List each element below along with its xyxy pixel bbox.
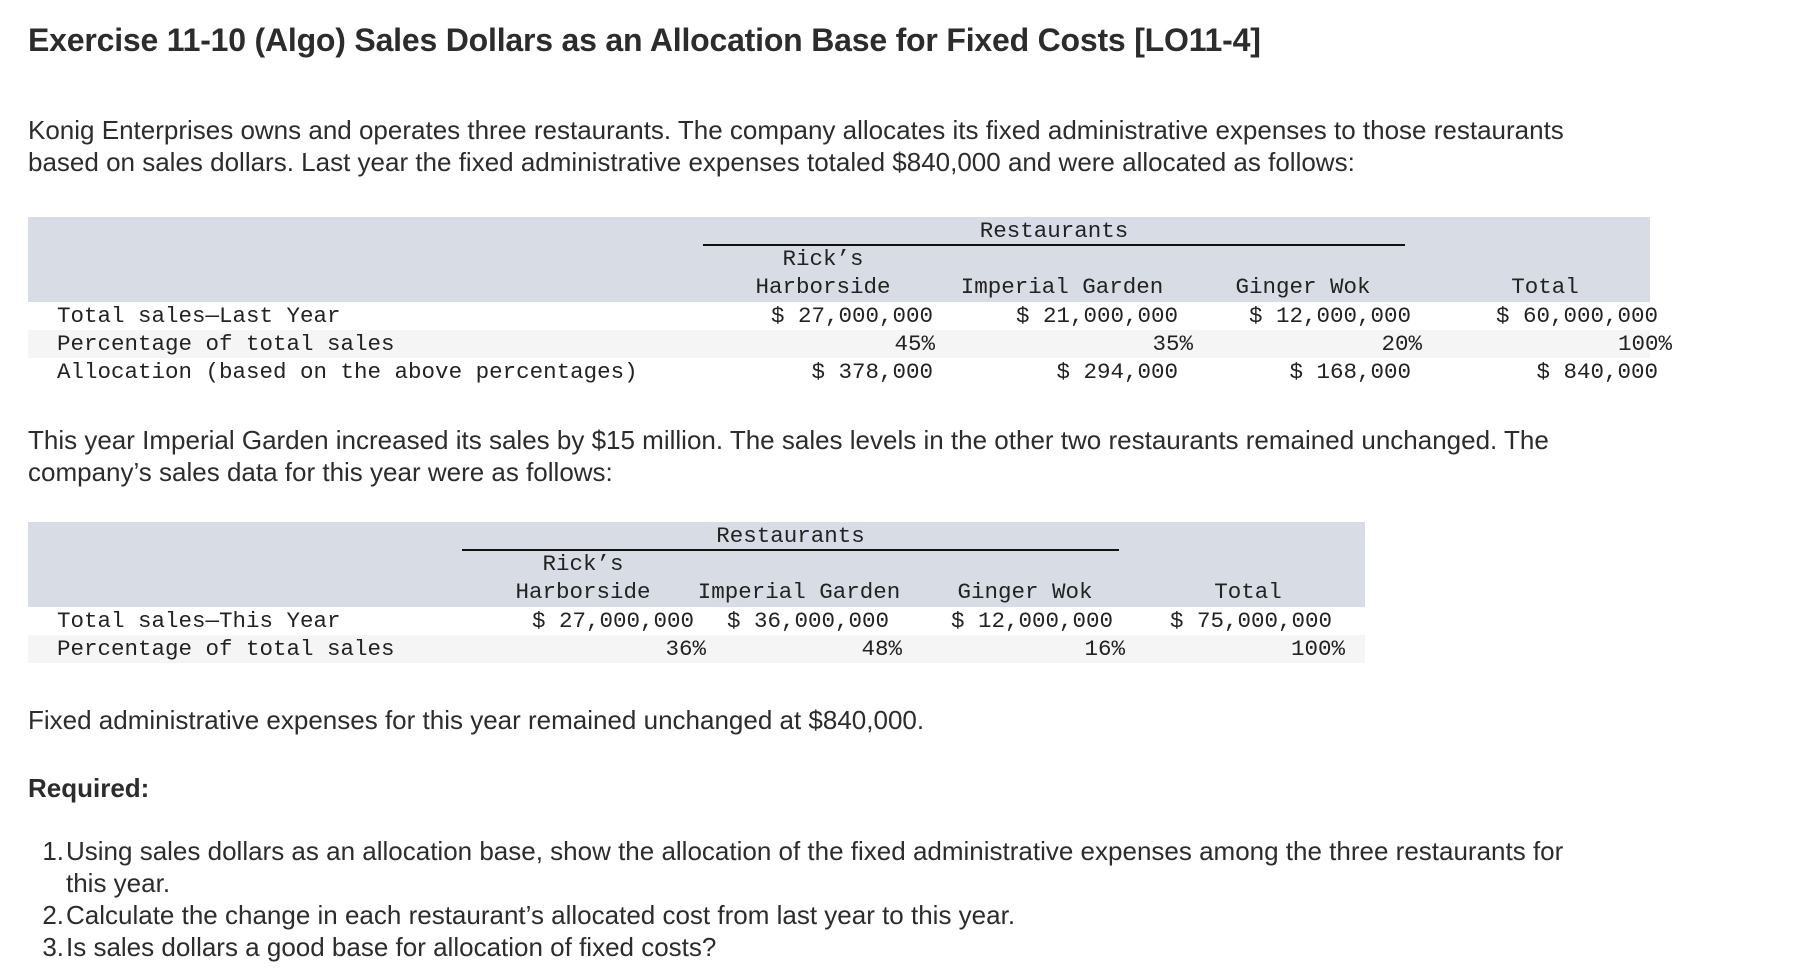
required-heading: Required: (28, 773, 150, 803)
cell-imperial: $ 21,000,000 (1015, 303, 1178, 329)
group-header-rule (703, 244, 1405, 246)
cell-imperial: 35% (1152, 331, 1193, 357)
cell-ginger: $ 168,000 (1289, 359, 1411, 385)
col-header-ricks-line2: Harborside (515, 579, 651, 605)
cell-imperial: 48% (861, 636, 902, 662)
cell-imperial: $ 36,000,000 (726, 608, 889, 634)
group-header-restaurants: Restaurants (979, 218, 1129, 244)
group-header-restaurants: Restaurants (716, 523, 865, 549)
col-header-ricks-line1: Rick’s (542, 551, 624, 577)
intro-paragraph: Konig Enterprises owns and operates thre… (28, 114, 1768, 178)
intro-line-2: based on sales dollars. Last year the fi… (28, 147, 1355, 177)
item-text-line1: Calculate the change in each restaurant’… (66, 900, 1016, 930)
cell-ricks: 45% (894, 331, 935, 357)
group-header-rule (462, 549, 1119, 551)
fixed-expenses-note: Fixed administrative expenses for this y… (28, 704, 1768, 736)
row-label: Percentage of total sales (57, 331, 395, 357)
item-text-line2: this year. (66, 868, 171, 898)
cell-imperial: $ 294,000 (1056, 359, 1178, 385)
this-year-paragraph: This year Imperial Garden increased its … (28, 424, 1768, 488)
col-header-total: Total (1214, 579, 1282, 605)
cell-ricks: $ 27,000,000 (770, 303, 933, 329)
col-header-ricks-line2: Harborside (755, 274, 891, 300)
table-header (28, 217, 1650, 302)
intro-line-1: Konig Enterprises owns and operates thre… (28, 115, 1564, 145)
middle-line-2: company’s sales data for this year were … (28, 457, 613, 487)
cell-ginger: $ 12,000,000 (1248, 303, 1411, 329)
item-number: 2. (42, 900, 64, 930)
cell-ginger: $ 12,000,000 (950, 608, 1113, 634)
row-label: Percentage of total sales (57, 636, 395, 662)
item-number: 3. (42, 932, 64, 962)
table-this-year: Restaurants Rick’s Harborside Imperial G… (28, 522, 1365, 663)
row-label: Total sales—This Year (57, 608, 341, 634)
cell-ginger: 20% (1381, 331, 1422, 357)
col-header-imperial: Imperial Garden (697, 579, 901, 605)
table-row: Percentage of total sales 36% 48% 16% 10… (28, 635, 1365, 663)
table-header (28, 522, 1365, 607)
middle-line-1: This year Imperial Garden increased its … (28, 425, 1549, 455)
table-last-year: Restaurants Rick’s Harborside Imperial G… (28, 217, 1672, 386)
required-list: 1. Using sales dollars as an allocation … (28, 835, 1788, 963)
table-row: Percentage of total sales 45% 35% 20% 10… (28, 330, 1672, 358)
col-header-ginger: Ginger Wok (1235, 274, 1371, 300)
fixed-note-text: Fixed administrative expenses for this y… (28, 705, 925, 735)
cell-ricks: $ 378,000 (811, 359, 933, 385)
col-header-ginger: Ginger Wok (957, 579, 1093, 605)
col-header-ricks-line1: Rick’s (782, 246, 864, 272)
table-row: Allocation (based on the above percentag… (28, 358, 1658, 386)
cell-ginger: 16% (1084, 636, 1125, 662)
required-item-2: 2. Calculate the change in each restaura… (28, 899, 1788, 931)
row-label: Total sales—Last Year (57, 303, 341, 329)
required-item-3: 3. Is sales dollars a good base for allo… (28, 931, 1788, 963)
row-label: Allocation (based on the above percentag… (57, 359, 638, 385)
table-row: Total sales—This Year $ 27,000,000 $ 36,… (28, 607, 1365, 635)
table-row: Total sales—Last Year $ 27,000,000 $ 21,… (28, 302, 1658, 330)
cell-total: $ 840,000 (1536, 359, 1658, 385)
cell-ricks: 36% (665, 636, 706, 662)
col-header-total: Total (1511, 274, 1579, 300)
cell-total: 100% (1290, 636, 1345, 662)
item-text-line1: Is sales dollars a good base for allocat… (66, 932, 717, 962)
cell-total: $ 75,000,000 (1169, 608, 1332, 634)
cell-total: $ 60,000,000 (1495, 303, 1658, 329)
item-text-line1: Using sales dollars as an allocation bas… (66, 836, 1564, 866)
cell-total: 100% (1617, 331, 1672, 357)
col-header-imperial: Imperial Garden (960, 274, 1164, 300)
item-number: 1. (42, 836, 64, 866)
cell-ricks: $ 27,000,000 (531, 608, 694, 634)
required-item-1: 1. Using sales dollars as an allocation … (28, 835, 1788, 899)
page-title: Exercise 11-10 (Algo) Sales Dollars as a… (28, 22, 1261, 58)
